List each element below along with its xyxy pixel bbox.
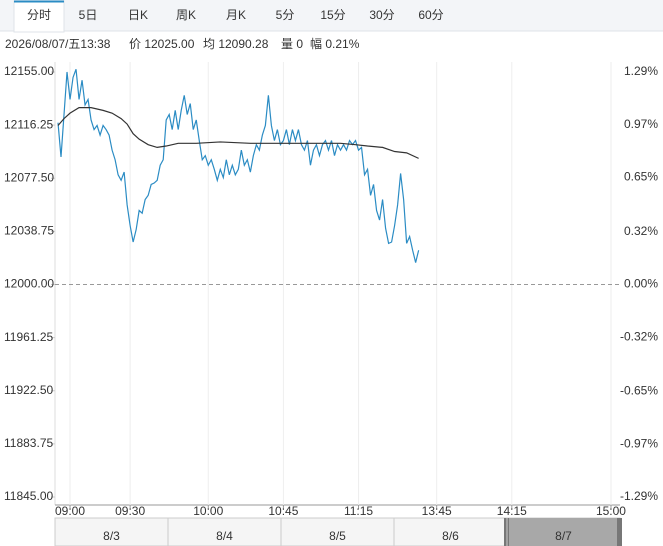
x-tick-label: 15:00 bbox=[596, 504, 626, 518]
y2-tick-label: -0.65% bbox=[620, 384, 658, 398]
y-tick-label: 11922.50 bbox=[4, 383, 53, 397]
series-line bbox=[57, 69, 420, 263]
y-tick-label: 11845.00 bbox=[4, 489, 53, 503]
y2-tick-label: 1.29% bbox=[624, 64, 658, 78]
y-tick-label: 12077.50 bbox=[4, 170, 54, 184]
active-tab bbox=[13, 0, 65, 33]
tab[interactable]: 5分 bbox=[276, 8, 295, 22]
navigator-date: 8/6 bbox=[442, 529, 459, 543]
x-tick-label: 10:45 bbox=[268, 504, 298, 518]
series-line bbox=[57, 107, 419, 159]
x-tick-label: 09:30 bbox=[115, 504, 145, 518]
tab[interactable]: 日K bbox=[128, 8, 148, 22]
tab[interactable]: 5日 bbox=[79, 8, 98, 22]
x-tick-label: 09:00 bbox=[55, 504, 85, 518]
tab[interactable]: 分时 bbox=[27, 8, 51, 22]
x-tick-label: 14:15 bbox=[497, 504, 527, 518]
y2-tick-label: 0.65% bbox=[624, 170, 658, 184]
y2-tick-label: 0.00% bbox=[624, 277, 658, 291]
tab[interactable]: 60分 bbox=[418, 8, 443, 22]
y2-tick-label: -0.97% bbox=[620, 436, 658, 450]
navigator-handle[interactable] bbox=[617, 518, 622, 546]
navigator-date: 8/3 bbox=[103, 529, 120, 543]
y-tick-label: 12000.00 bbox=[4, 277, 54, 291]
tab[interactable]: 30分 bbox=[369, 8, 394, 22]
x-tick-label: 13:45 bbox=[422, 504, 452, 518]
y2-tick-label: 0.32% bbox=[624, 224, 658, 238]
navigator-date: 8/7 bbox=[555, 529, 572, 543]
y2-tick-label: 0.97% bbox=[624, 117, 658, 131]
x-tick-label: 10:00 bbox=[193, 504, 223, 518]
info-item: 量 0 bbox=[281, 37, 303, 51]
y-tick-label: 12038.75 bbox=[4, 224, 54, 238]
tab[interactable]: 周K bbox=[176, 8, 196, 22]
y-tick-label: 12116.25 bbox=[4, 117, 53, 131]
navigator-selection[interactable] bbox=[507, 518, 620, 546]
navigator-date: 8/4 bbox=[216, 529, 233, 543]
y2-tick-label: -0.32% bbox=[620, 329, 658, 343]
y-tick-label: 11961.25 bbox=[4, 330, 53, 344]
info-datetime: 2026/08/07/五13:38 bbox=[5, 37, 111, 51]
y-tick-label: 11883.75 bbox=[4, 436, 53, 450]
y2-tick-label: -1.29% bbox=[620, 489, 658, 503]
x-tick-label: 11:15 bbox=[344, 504, 373, 518]
tab[interactable]: 15分 bbox=[320, 8, 345, 22]
info-item: 幅 0.21% bbox=[310, 36, 360, 51]
info-item: 价 12025.00 bbox=[129, 37, 195, 51]
tab[interactable]: 月K bbox=[226, 8, 246, 22]
y-tick-label: 12155.00 bbox=[4, 64, 54, 78]
info-item: 均 12090.28 bbox=[203, 37, 269, 51]
navigator-date: 8/5 bbox=[329, 529, 346, 543]
tab-bar bbox=[0, 0, 663, 31]
